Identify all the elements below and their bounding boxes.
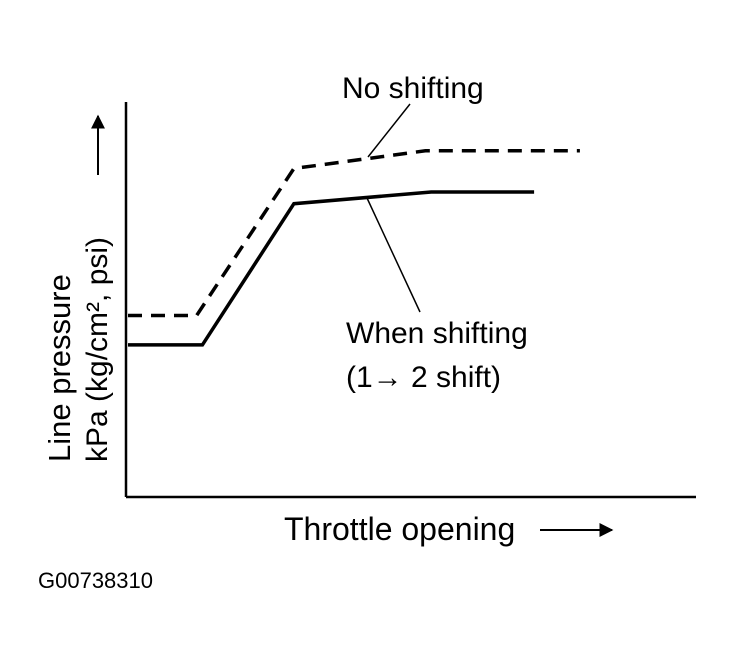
y-axis-label-line1: Line pressure — [42, 274, 77, 462]
series-line-when-shifting — [128, 190, 535, 347]
y-axis-label-line2: kPa (kg/cm², psi) — [81, 237, 114, 462]
series-label-no-shifting: No shifting — [342, 72, 484, 105]
figure-id: G00738310 — [38, 568, 153, 593]
series-label-when-shifting-detail: (1→ 2 shift) — [346, 361, 501, 394]
series-line-no-shifting — [128, 149, 580, 318]
leader-line-when-shifting — [366, 197, 421, 313]
leader-line-no-shifting — [367, 103, 411, 158]
series-label-when-shifting: When shifting — [346, 317, 528, 350]
x-axis-label: Throttle opening — [284, 511, 515, 547]
